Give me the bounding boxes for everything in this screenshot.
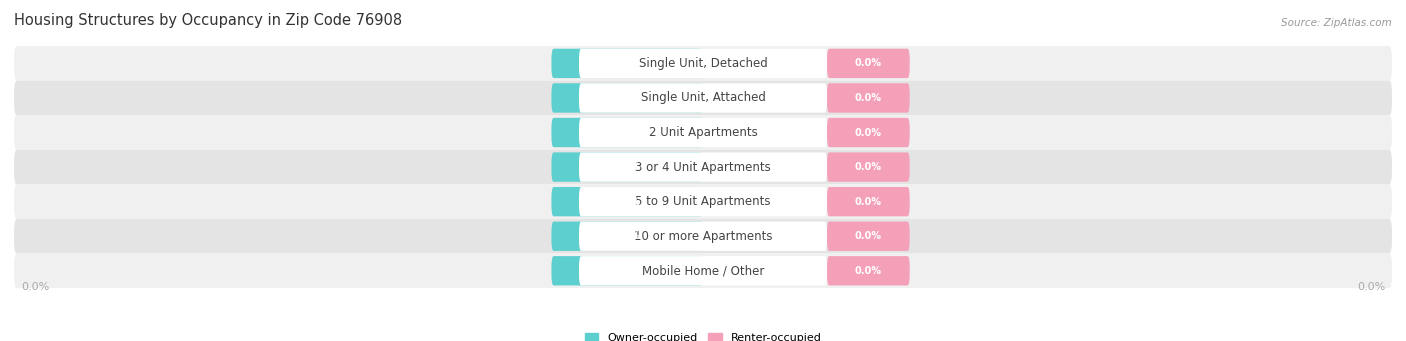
Text: 0.0%: 0.0% <box>613 162 641 172</box>
Text: 0.0%: 0.0% <box>613 128 641 137</box>
Text: 0.0%: 0.0% <box>613 266 641 276</box>
Text: 5 to 9 Unit Apartments: 5 to 9 Unit Apartments <box>636 195 770 208</box>
Text: 2 Unit Apartments: 2 Unit Apartments <box>648 126 758 139</box>
FancyBboxPatch shape <box>551 49 703 78</box>
FancyBboxPatch shape <box>827 152 910 182</box>
FancyBboxPatch shape <box>827 118 910 147</box>
FancyBboxPatch shape <box>579 256 827 285</box>
FancyBboxPatch shape <box>551 152 703 182</box>
Legend: Owner-occupied, Renter-occupied: Owner-occupied, Renter-occupied <box>585 333 821 341</box>
FancyBboxPatch shape <box>827 49 910 78</box>
FancyBboxPatch shape <box>14 150 1392 184</box>
Text: 0.0%: 0.0% <box>613 93 641 103</box>
Text: 0.0%: 0.0% <box>855 162 882 172</box>
FancyBboxPatch shape <box>551 222 703 251</box>
FancyBboxPatch shape <box>827 256 910 285</box>
Text: 10 or more Apartments: 10 or more Apartments <box>634 230 772 243</box>
FancyBboxPatch shape <box>551 256 703 285</box>
Text: Single Unit, Attached: Single Unit, Attached <box>641 91 765 104</box>
FancyBboxPatch shape <box>827 222 910 251</box>
FancyBboxPatch shape <box>14 46 1392 81</box>
FancyBboxPatch shape <box>14 81 1392 115</box>
Text: 0.0%: 0.0% <box>1357 282 1385 292</box>
Text: Housing Structures by Occupancy in Zip Code 76908: Housing Structures by Occupancy in Zip C… <box>14 13 402 28</box>
Text: 0.0%: 0.0% <box>613 231 641 241</box>
FancyBboxPatch shape <box>579 49 827 78</box>
Text: Source: ZipAtlas.com: Source: ZipAtlas.com <box>1281 18 1392 28</box>
Text: 0.0%: 0.0% <box>613 58 641 69</box>
FancyBboxPatch shape <box>579 187 827 216</box>
Text: Mobile Home / Other: Mobile Home / Other <box>641 264 765 277</box>
FancyBboxPatch shape <box>579 152 827 182</box>
FancyBboxPatch shape <box>827 83 910 113</box>
FancyBboxPatch shape <box>579 118 827 147</box>
Text: 0.0%: 0.0% <box>855 197 882 207</box>
Text: Single Unit, Detached: Single Unit, Detached <box>638 57 768 70</box>
FancyBboxPatch shape <box>14 115 1392 150</box>
Text: 0.0%: 0.0% <box>855 128 882 137</box>
Text: 0.0%: 0.0% <box>855 231 882 241</box>
FancyBboxPatch shape <box>551 118 703 147</box>
Text: 0.0%: 0.0% <box>855 266 882 276</box>
Text: 0.0%: 0.0% <box>855 93 882 103</box>
FancyBboxPatch shape <box>14 184 1392 219</box>
FancyBboxPatch shape <box>14 253 1392 288</box>
FancyBboxPatch shape <box>551 187 703 216</box>
FancyBboxPatch shape <box>579 83 827 113</box>
FancyBboxPatch shape <box>551 83 703 113</box>
FancyBboxPatch shape <box>579 222 827 251</box>
Text: 0.0%: 0.0% <box>21 282 49 292</box>
FancyBboxPatch shape <box>14 219 1392 253</box>
Text: 3 or 4 Unit Apartments: 3 or 4 Unit Apartments <box>636 161 770 174</box>
FancyBboxPatch shape <box>827 187 910 216</box>
Text: 0.0%: 0.0% <box>855 58 882 69</box>
Text: 0.0%: 0.0% <box>613 197 641 207</box>
